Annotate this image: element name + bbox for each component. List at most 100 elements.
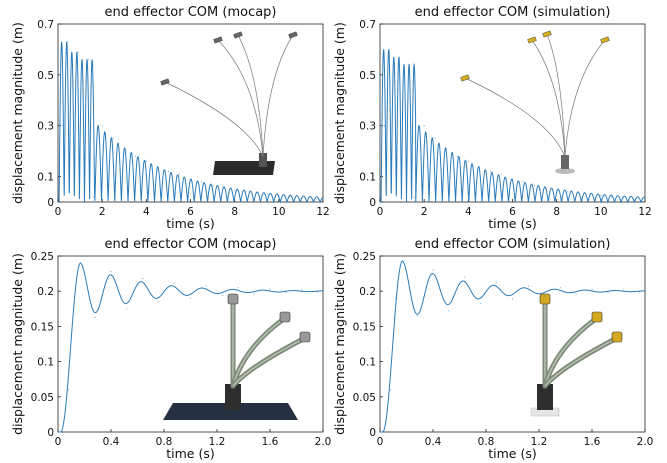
x-tick-label: 1.6 xyxy=(262,436,279,448)
data-point xyxy=(496,281,498,283)
data-point xyxy=(545,187,547,189)
data-point xyxy=(478,165,480,167)
data-point xyxy=(82,201,84,203)
data-point xyxy=(511,298,514,300)
data-point xyxy=(567,191,569,193)
x-tick-label: 8 xyxy=(553,206,560,218)
y-tick-label: 0 xyxy=(47,427,54,439)
data-point xyxy=(311,198,313,200)
data-point xyxy=(456,155,458,157)
data-point xyxy=(300,197,302,199)
y-tick-label: 0.25 xyxy=(31,251,54,263)
data-point xyxy=(398,56,401,58)
x-tick-label: 0 xyxy=(55,436,62,448)
data-point xyxy=(445,148,447,150)
data-point xyxy=(67,41,69,43)
data-point xyxy=(158,301,160,303)
chart-panel-2: end effector COM (simulation) 0 2 4 6 8 10 12 0 0… xyxy=(332,5,652,231)
data-point xyxy=(112,137,114,140)
data-point xyxy=(467,160,469,162)
series-line xyxy=(380,49,646,204)
x-tick-label: 2.0 xyxy=(637,436,654,448)
y-tick-label: 0.7 xyxy=(359,19,376,31)
y-tick-label: 0.1 xyxy=(359,357,376,369)
y-tick-label: 0.1 xyxy=(359,172,376,184)
y-tick-label: 0.1 xyxy=(37,357,54,369)
x-tick-label: 12 xyxy=(638,206,651,218)
data-point xyxy=(591,288,593,290)
y-tick-label: 0.2 xyxy=(359,286,376,298)
series-line xyxy=(380,260,645,433)
data-point xyxy=(413,196,415,198)
data-point xyxy=(94,201,97,203)
x-tick-label: 0 xyxy=(377,436,384,448)
y-axis-label: displacement magnitude (m) xyxy=(332,253,347,435)
axes-frame xyxy=(57,23,324,203)
y-axis-label: displacement magnitude (m) xyxy=(10,253,25,435)
data-point xyxy=(393,201,395,203)
data-point xyxy=(189,297,192,299)
y-tick-label: 0.2 xyxy=(37,286,54,298)
data-point xyxy=(589,193,591,195)
x-tick-label: 0.8 xyxy=(156,436,173,448)
y-tick-label: 0.25 xyxy=(353,251,376,263)
data-point xyxy=(221,294,223,297)
chart-panel-3: end effector COM (mocap) 0 0.4 0.8 1.2 1.6 2.0… xyxy=(10,237,331,461)
data-point xyxy=(178,173,181,175)
y-tick-label: 0.3 xyxy=(37,121,54,133)
y-tick-label: 0.1 xyxy=(37,172,54,184)
x-axis-label: time (s) xyxy=(488,446,536,461)
data-point xyxy=(322,198,324,201)
data-point xyxy=(556,189,558,192)
data-point xyxy=(253,293,255,295)
y-tick-label: 0.15 xyxy=(31,321,54,333)
y-tick-label: 0.5 xyxy=(359,70,376,82)
axes-frame xyxy=(57,255,324,433)
data-point xyxy=(245,191,247,193)
data-point xyxy=(533,184,536,187)
data-point xyxy=(126,308,128,310)
x-tick-label: 10 xyxy=(594,206,607,218)
x-tick-label: 1.2 xyxy=(531,436,548,448)
data-point xyxy=(382,431,384,433)
data-point xyxy=(578,192,580,194)
data-point xyxy=(434,137,436,140)
data-point xyxy=(423,125,425,127)
data-point xyxy=(395,297,397,299)
data-point xyxy=(600,195,602,197)
axes-frame xyxy=(379,23,646,203)
data-point xyxy=(607,292,609,294)
data-point xyxy=(58,201,60,203)
y-tick-label: 0.15 xyxy=(353,321,376,333)
data-point xyxy=(390,389,392,391)
x-tick-label: 4 xyxy=(143,206,150,218)
data-point xyxy=(77,51,79,53)
data-point xyxy=(644,290,646,292)
data-point xyxy=(223,187,225,189)
data-point xyxy=(174,282,176,284)
data-point xyxy=(145,160,147,162)
x-tick-label: 0 xyxy=(377,206,384,218)
data-point xyxy=(278,195,280,197)
data-point xyxy=(644,198,646,201)
data-point xyxy=(87,59,89,61)
data-point xyxy=(79,262,82,264)
x-tick-label: 12 xyxy=(316,206,329,218)
data-point xyxy=(623,289,625,291)
data-point xyxy=(200,181,203,183)
x-tick-label: 4 xyxy=(465,206,472,218)
data-point xyxy=(416,315,418,317)
data-point xyxy=(322,290,324,292)
data-point xyxy=(489,170,492,173)
x-tick-label: 0.4 xyxy=(103,436,120,448)
data-point xyxy=(511,178,514,180)
data-point xyxy=(301,289,303,291)
data-point xyxy=(68,389,70,391)
data-point xyxy=(72,201,74,203)
data-point xyxy=(388,48,390,51)
chart-panel-1: end effector COM (mocap) 0 2 4 6 8 10 12 0 0.1 0.3… xyxy=(10,5,330,231)
y-tick-label: 0.3 xyxy=(359,121,376,133)
y-tick-label: 0.5 xyxy=(37,70,54,82)
data-point xyxy=(401,260,404,262)
x-tick-label: 0 xyxy=(55,206,62,218)
